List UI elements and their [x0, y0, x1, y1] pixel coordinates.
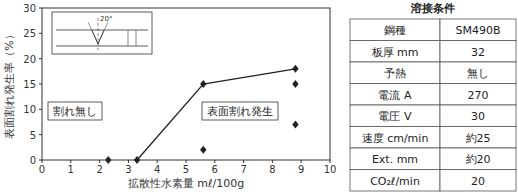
- x-tick-label: 6: [212, 164, 218, 175]
- x-tick: [301, 160, 302, 163]
- table-cell: [350, 170, 440, 192]
- x-tick: [243, 160, 244, 163]
- y-tick-label: 10: [23, 104, 36, 115]
- y-tick-label: 25: [23, 28, 36, 39]
- plot-frame: [42, 8, 330, 160]
- y-tick: [39, 8, 42, 9]
- table-cell: [440, 148, 516, 170]
- x-tick-label: 9: [298, 164, 304, 175]
- table-label: 速度 cm/min: [362, 132, 429, 145]
- x-tick-label: 0: [39, 164, 45, 175]
- table-cell: [440, 127, 516, 149]
- table-label: 電圧 V: [378, 110, 411, 123]
- data-point: [200, 146, 206, 154]
- y-tick-label: 30: [23, 3, 36, 14]
- annotation: 割れ無し: [53, 105, 97, 118]
- x-tick-label: 4: [154, 164, 160, 175]
- x-axis-label: 拡散性水素量 mℓ/100g: [128, 177, 244, 190]
- table-cell: [440, 62, 516, 84]
- table-label: 鋼種: [384, 24, 406, 37]
- table-cell: [350, 62, 440, 84]
- y-tick: [39, 134, 42, 135]
- annotation: 表面割れ発生: [207, 105, 273, 118]
- table-cell: [440, 84, 516, 106]
- table-value: 約25: [466, 132, 491, 145]
- angle-lines: [88, 22, 108, 44]
- thickness-dim: [136, 30, 137, 46]
- marks: [105, 65, 299, 164]
- x-tick: [128, 160, 129, 163]
- table-value: SM490B: [455, 24, 500, 37]
- angle-label: 20°: [100, 15, 112, 23]
- x-tick: [214, 160, 215, 163]
- annotation-box: [202, 102, 278, 120]
- table-cell: [440, 105, 516, 127]
- x-tick: [99, 160, 100, 163]
- table-cell: [350, 19, 440, 41]
- x-tick-label: 10: [324, 164, 337, 175]
- x-tick-label: 1: [68, 164, 74, 175]
- y-tick: [39, 58, 42, 59]
- table-cell: [350, 127, 440, 149]
- table-value: 30: [471, 110, 485, 123]
- table-cell: [350, 105, 440, 127]
- table-label: CO₂ℓ/min: [370, 175, 420, 188]
- table-value: 無し: [467, 67, 489, 80]
- inset-diagram: 20°: [52, 12, 152, 54]
- x-tick-label: 7: [240, 164, 246, 175]
- data-point: [105, 156, 111, 164]
- table-label: 予熱: [384, 67, 406, 80]
- table-cell: [350, 84, 440, 106]
- table-cell: [350, 41, 440, 63]
- plate-bottom: [56, 46, 148, 47]
- y-tick: [39, 84, 42, 85]
- center-line: [98, 18, 99, 50]
- x-tick: [157, 160, 158, 163]
- y-tick-label: 5: [30, 130, 36, 141]
- x-tick-label: 3: [125, 164, 131, 175]
- x-tick-label: 2: [96, 164, 102, 175]
- table-cell: [440, 41, 516, 63]
- table-value: 約20: [466, 153, 491, 166]
- y-axis-label: 表面割れ発生率（%）: [3, 29, 16, 138]
- x-tick-label: 8: [269, 164, 275, 175]
- x-tick-label: 5: [183, 164, 189, 175]
- table-cell: [440, 19, 516, 41]
- table-value: 20: [471, 175, 485, 188]
- data-point: [292, 121, 298, 129]
- table-cell: [350, 148, 440, 170]
- groove: [92, 30, 104, 44]
- y-tick: [39, 33, 42, 34]
- table-label: 板厚 mm: [371, 46, 419, 59]
- x-tick: [42, 160, 43, 163]
- x-tick: [330, 160, 331, 163]
- table-label: 電流 A: [378, 89, 411, 102]
- trend-line: [137, 69, 295, 160]
- table-value: 270: [468, 89, 489, 102]
- table-value: 32: [471, 46, 485, 59]
- y-tick-label: 0: [30, 155, 36, 166]
- y-tick-label: 20: [23, 54, 36, 65]
- table-title: 溶接条件: [410, 2, 455, 15]
- data-point: [292, 80, 298, 88]
- x-tick: [272, 160, 273, 163]
- x-tick: [70, 160, 71, 163]
- table-cell: [440, 170, 516, 192]
- plate-top: [56, 30, 148, 31]
- x-tick: [186, 160, 187, 163]
- inset-frame: [52, 12, 152, 54]
- figure: 0 5 10 15 20 25 30 0 1 2 3 4 5 6 7 8 9 10 拡散性水素量 mℓ/100g 表面…: [0, 0, 518, 192]
- y-tick-label: 15: [23, 79, 36, 90]
- y-tick: [39, 109, 42, 110]
- annotation-box: [48, 102, 102, 120]
- thickness-dim: [128, 30, 129, 46]
- table-label: Ext. mm: [372, 153, 418, 166]
